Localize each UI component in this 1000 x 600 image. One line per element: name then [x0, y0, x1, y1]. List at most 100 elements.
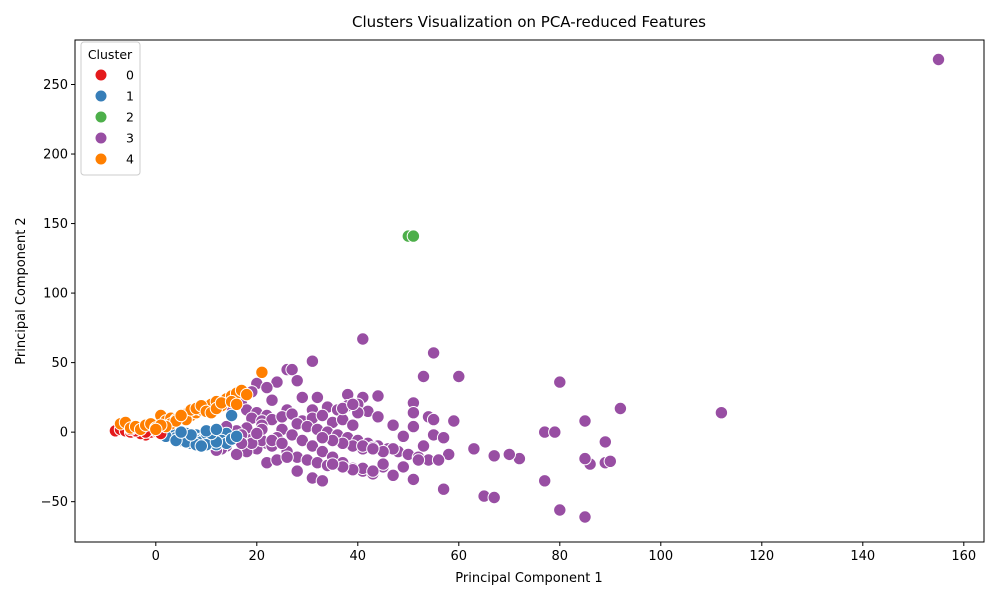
- point-cluster-3: [447, 414, 461, 428]
- x-tick-label: 0: [152, 549, 160, 564]
- point-cluster-3: [260, 380, 274, 395]
- series-cluster-3: [209, 52, 946, 524]
- legend-label-cluster-1: 1: [126, 89, 134, 104]
- point-cluster-3: [346, 418, 360, 432]
- legend-label-cluster-0: 0: [126, 68, 134, 83]
- point-cluster-3: [229, 447, 244, 462]
- point-cluster-1: [194, 439, 209, 453]
- point-cluster-3: [371, 410, 385, 424]
- point-cluster-3: [442, 447, 456, 462]
- point-cluster-3: [290, 464, 304, 478]
- point-cluster-3: [406, 472, 421, 487]
- point-cluster-1: [224, 408, 239, 423]
- legend-label-cluster-2: 2: [126, 110, 134, 125]
- x-tick-label: 60: [451, 549, 468, 564]
- point-cluster-3: [376, 457, 390, 471]
- x-tick-label: 140: [850, 549, 875, 564]
- point-cluster-3: [315, 444, 330, 459]
- series-cluster-2: [401, 229, 421, 243]
- point-cluster-3: [613, 401, 628, 416]
- point-cluster-3: [431, 453, 446, 467]
- point-cluster-3: [406, 419, 421, 434]
- point-cluster-3: [265, 393, 279, 407]
- point-cluster-3: [250, 426, 264, 441]
- point-cluster-4: [255, 365, 269, 379]
- x-tick-label: 120: [749, 549, 774, 564]
- point-cluster-3: [366, 464, 380, 478]
- point-cluster-1: [209, 422, 224, 437]
- point-cluster-3: [578, 451, 592, 466]
- point-cluster-3: [356, 332, 370, 346]
- x-axis-label: Principal Component 1: [455, 571, 602, 586]
- chart-title: Clusters Visualization on PCA-reduced Fe…: [352, 13, 706, 31]
- point-cluster-3: [346, 397, 360, 411]
- point-cluster-3: [270, 375, 284, 389]
- legend-marker-cluster-4: [94, 152, 108, 166]
- point-cluster-3: [467, 442, 481, 456]
- point-cluster-3: [578, 510, 592, 524]
- point-cluster-3: [553, 503, 567, 517]
- point-cluster-3: [325, 457, 340, 471]
- y-tick-label: 150: [43, 217, 68, 232]
- point-cluster-3: [295, 433, 309, 448]
- y-tick-label: 250: [43, 78, 68, 93]
- point-cluster-4: [149, 422, 163, 437]
- y-tick-label: 200: [43, 148, 68, 163]
- point-cluster-3: [280, 450, 294, 464]
- y-tick-label: 100: [43, 287, 68, 302]
- point-cluster-3: [578, 414, 592, 428]
- point-cluster-3: [310, 390, 325, 405]
- point-cluster-3: [305, 439, 320, 453]
- legend: Cluster 0 1 2 3 4: [80, 41, 141, 176]
- point-cluster-3: [603, 454, 617, 468]
- point-cluster-4: [240, 387, 254, 402]
- x-axis-ticks: 0 20 40 60 80 100 120 140 160: [152, 542, 976, 564]
- legend-marker-cluster-2: [94, 110, 108, 124]
- point-cluster-3: [305, 354, 320, 368]
- y-tick-label: 0: [60, 426, 68, 441]
- series-cluster-4: [113, 365, 269, 437]
- y-tick-label: 50: [51, 356, 68, 371]
- point-cluster-3: [416, 369, 431, 384]
- point-cluster-3: [487, 449, 501, 463]
- point-cluster-3: [538, 474, 552, 488]
- point-cluster-3: [426, 412, 441, 427]
- legend-title: Cluster: [88, 47, 133, 62]
- legend-label-cluster-3: 3: [126, 131, 134, 146]
- point-cluster-3: [452, 369, 466, 384]
- x-tick-label: 160: [951, 549, 976, 564]
- point-cluster-1: [229, 429, 244, 443]
- point-cluster-3: [411, 453, 426, 467]
- point-cluster-4: [229, 397, 244, 411]
- point-cluster-3: [386, 468, 400, 482]
- point-cluster-3: [275, 436, 289, 450]
- point-cluster-4: [174, 408, 188, 423]
- point-cluster-3: [371, 389, 385, 403]
- point-cluster-3: [285, 362, 299, 377]
- points-layer: [108, 52, 946, 524]
- x-tick-label: 80: [552, 549, 569, 564]
- point-cluster-3: [598, 435, 612, 449]
- point-cluster-3: [366, 442, 380, 456]
- point-cluster-3: [426, 346, 441, 360]
- x-tick-label: 40: [350, 549, 367, 564]
- point-cluster-3: [553, 375, 567, 389]
- point-cluster-3: [416, 439, 431, 453]
- legend-marker-cluster-0: [94, 68, 108, 82]
- point-cluster-3: [396, 460, 410, 474]
- point-cluster-3: [502, 447, 516, 462]
- legend-label-cluster-4: 4: [126, 152, 134, 167]
- point-cluster-3: [931, 52, 946, 67]
- point-cluster-3: [315, 431, 330, 445]
- point-cluster-3: [315, 474, 330, 488]
- point-cluster-3: [295, 390, 309, 405]
- point-cluster-3: [436, 482, 451, 496]
- point-cluster-2: [406, 229, 421, 243]
- point-cluster-3: [548, 425, 562, 439]
- legend-marker-cluster-1: [94, 89, 108, 103]
- point-cluster-3: [315, 408, 330, 423]
- point-cluster-3: [386, 418, 400, 432]
- point-cluster-3: [714, 406, 729, 420]
- point-cluster-3: [406, 406, 421, 420]
